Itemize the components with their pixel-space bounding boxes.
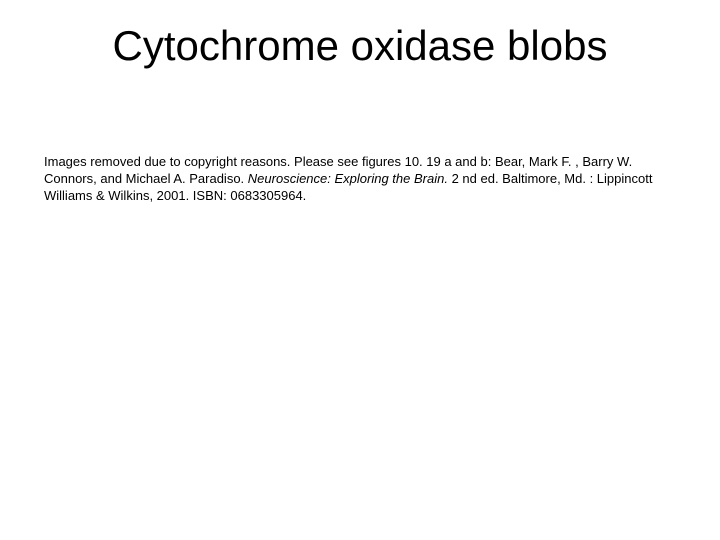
slide: Cytochrome oxidase blobs Images removed … — [0, 0, 720, 540]
slide-title: Cytochrome oxidase blobs — [0, 22, 720, 70]
copyright-notice: Images removed due to copyright reasons.… — [44, 154, 672, 205]
citation-title: Neuroscience: Exploring the Brain. — [248, 171, 448, 186]
